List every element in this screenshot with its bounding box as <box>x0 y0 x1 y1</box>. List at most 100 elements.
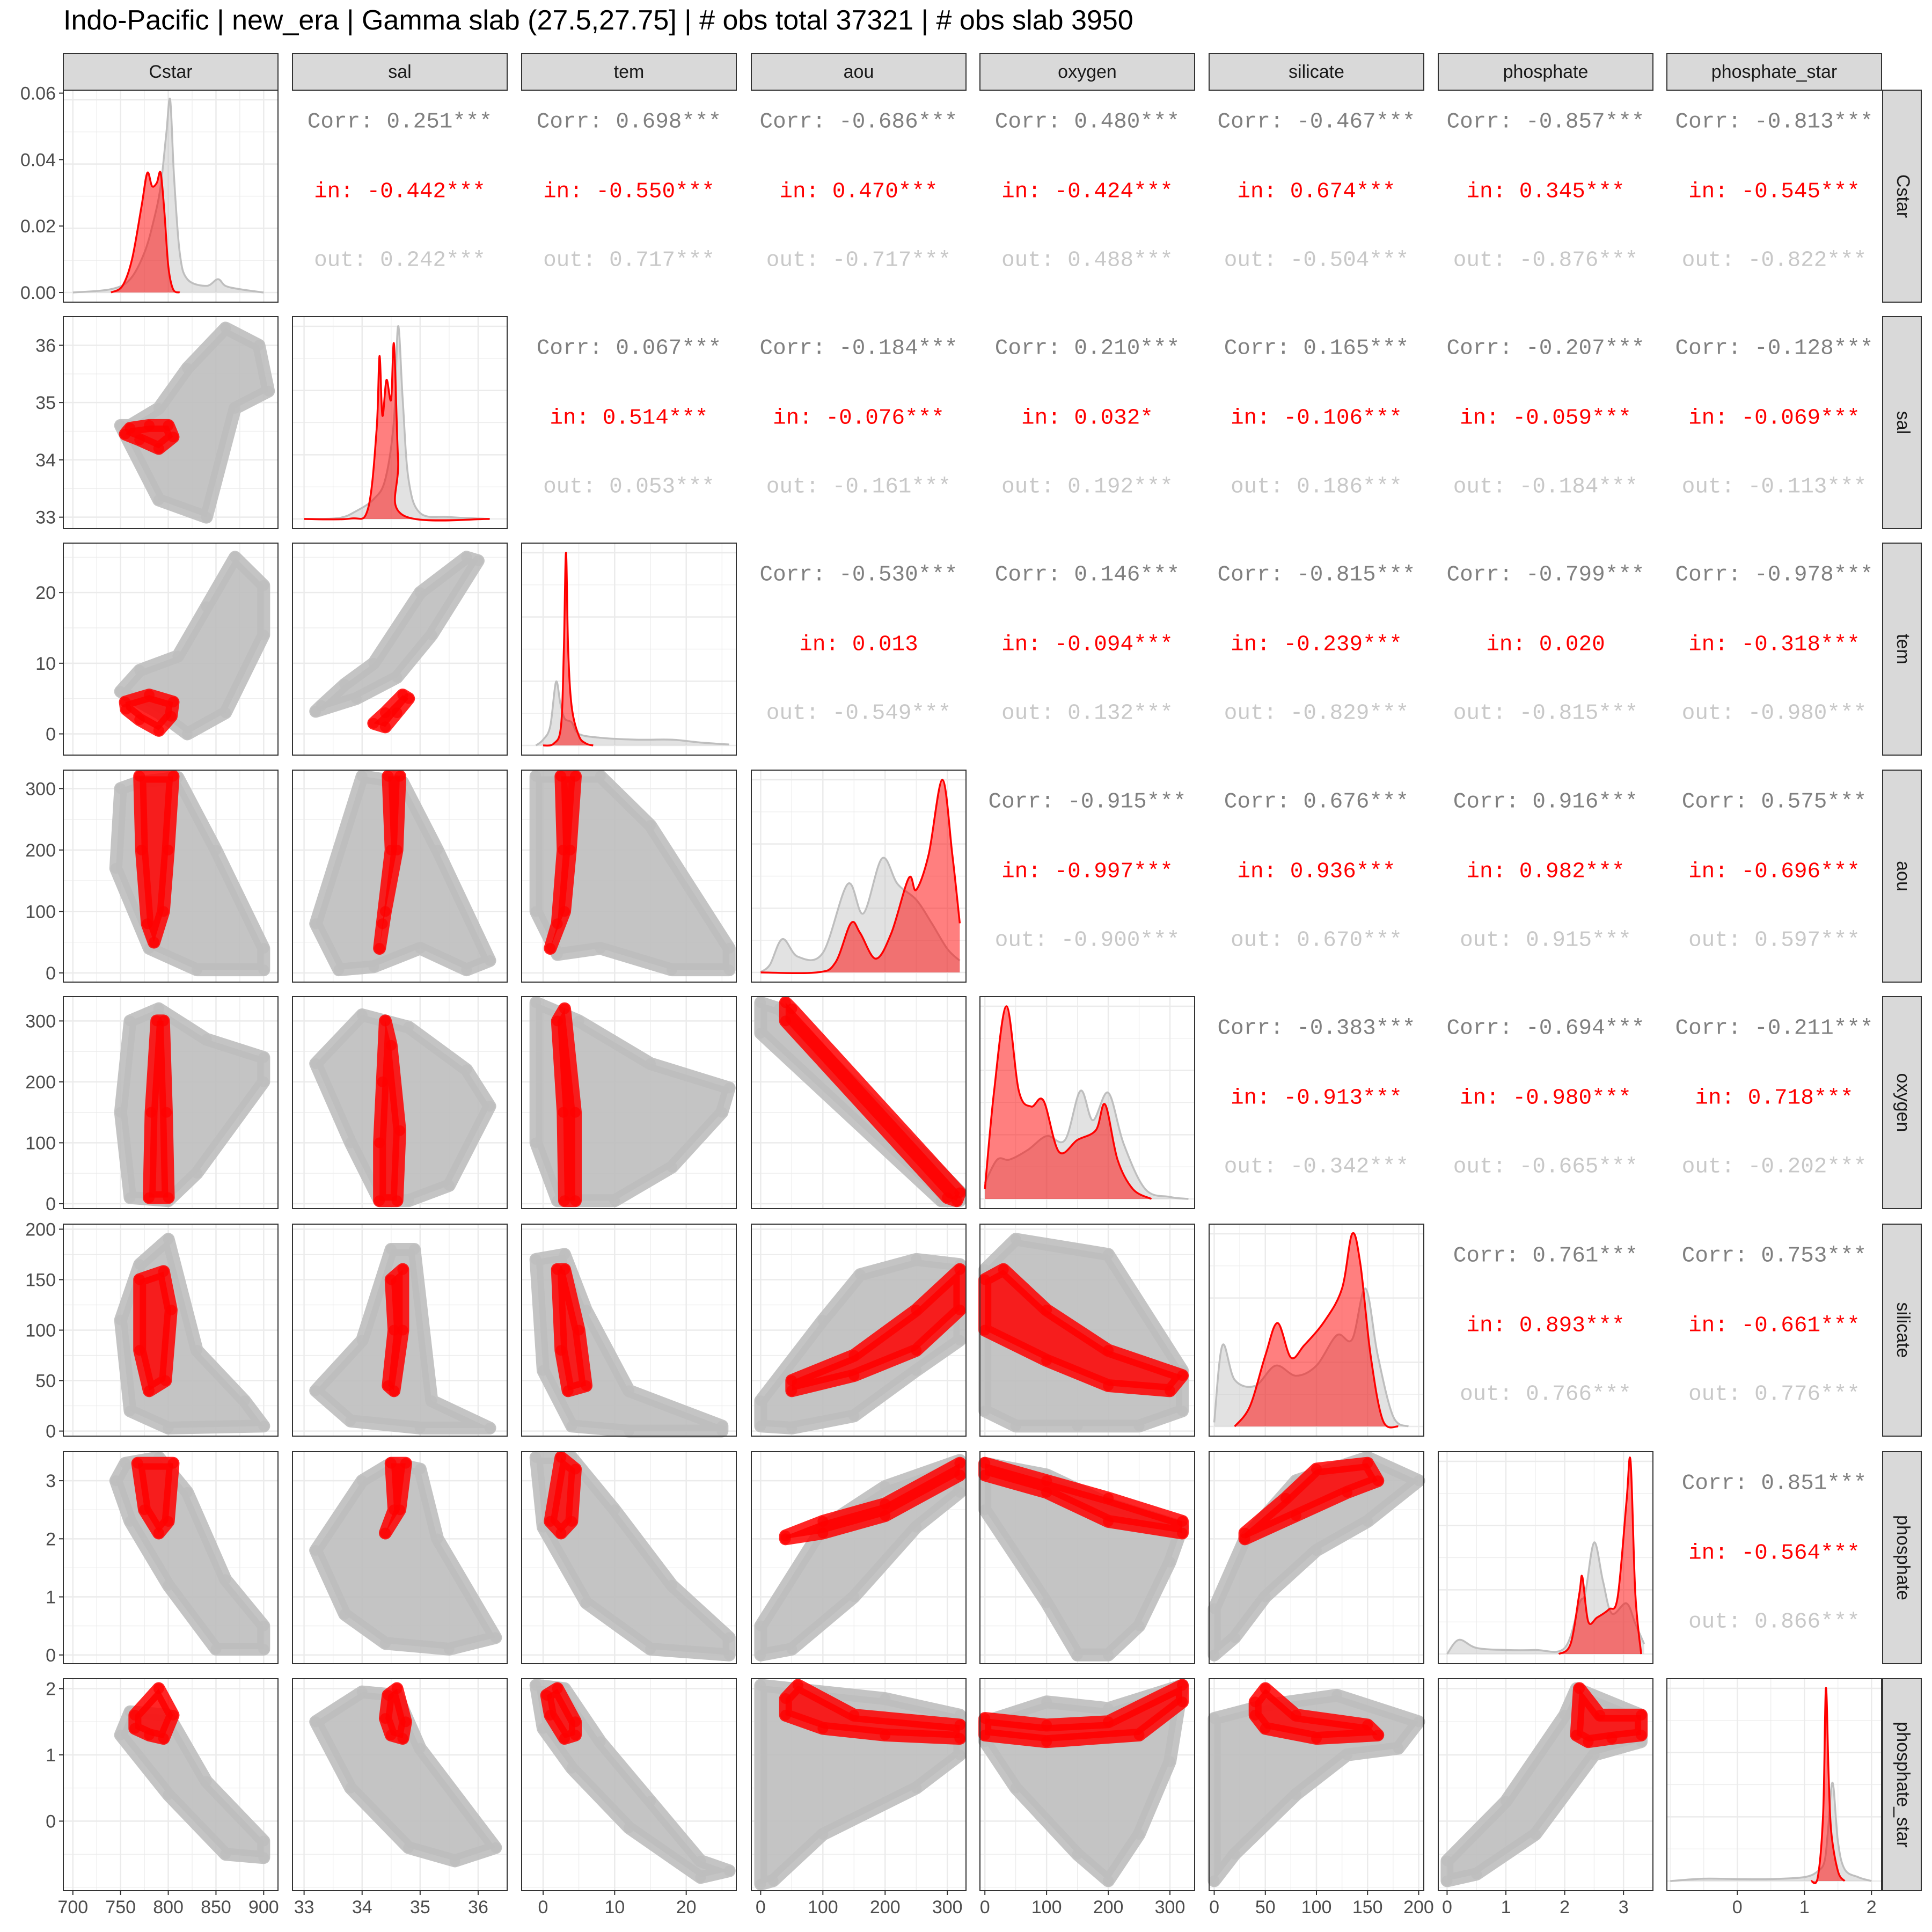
scatter-point-out <box>258 1852 269 1863</box>
scatter-point-out <box>258 1643 269 1655</box>
scatter-point-in <box>1103 1516 1114 1527</box>
scatter-point-out <box>120 1458 131 1469</box>
scatter-point-out <box>1393 1743 1404 1754</box>
x-tick-label-Cstar: 850 <box>201 1897 231 1918</box>
scatter-point-out <box>110 1475 121 1487</box>
x-tick-label-phosphate_star: 0 <box>1732 1897 1743 1918</box>
scatter-point-out <box>356 771 368 782</box>
scatter-point-in <box>160 1375 171 1386</box>
scatter-point-in <box>848 1350 860 1361</box>
x-tick-label-phosphate: 1 <box>1501 1897 1511 1918</box>
panel-oxygen-silicate: Corr: -0.383*** in: -0.913*** out: -0.342*… <box>1217 1016 1415 1180</box>
strip-top-label-Cstar: Cstar <box>149 62 192 82</box>
scatter-point-out <box>258 630 269 641</box>
scatter-point-out <box>201 1776 212 1787</box>
panel-phosphate_star-phosphate_star <box>1666 1678 1882 1891</box>
panel-aou-silicate: Corr: 0.676*** in: 0.936*** out: 0.670*** <box>1224 790 1409 953</box>
y-tick-label-silicate: 100 <box>25 1321 56 1341</box>
scatter-point-out <box>911 1521 922 1533</box>
strip-top-label-phosphate: phosphate <box>1503 62 1589 82</box>
panel-silicate-oxygen <box>978 1224 1195 1437</box>
scatter-point-in <box>570 1195 581 1206</box>
scatter-point-in <box>573 1324 584 1336</box>
scatter-point-in <box>144 1192 155 1203</box>
scatter-point-in <box>559 1003 570 1014</box>
panel-sal-aou: Corr: -0.184*** in: -0.076*** out: -0.161*… <box>759 336 957 500</box>
scatter-point-out <box>449 1855 460 1867</box>
corr-out: out: 0.053*** <box>543 475 715 500</box>
corr-out: out: 0.242*** <box>314 248 486 273</box>
scatter-point-out <box>695 1855 706 1867</box>
scatter-point-in <box>161 1107 172 1118</box>
scatter-point-out <box>1209 1649 1220 1660</box>
strip-top-aou <box>751 53 967 91</box>
scatter-point-in <box>134 771 145 782</box>
corr-in: in: 0.514*** <box>550 406 708 431</box>
scatter-point-in <box>368 718 379 729</box>
scatter-point-out <box>163 1789 174 1801</box>
scatter-point-in <box>385 1274 397 1285</box>
corr-in: in: -0.106*** <box>1231 406 1402 431</box>
scatter-point-in <box>954 1469 965 1481</box>
scatter-point-out <box>911 1254 922 1265</box>
panel-oxygen-sal <box>292 996 508 1209</box>
panel-border <box>1438 1451 1653 1664</box>
panel-phosphate-tem <box>521 1451 737 1664</box>
scatter-point-out <box>115 1107 126 1118</box>
scatter-point-out <box>191 964 202 976</box>
scatter-point-in <box>403 693 414 704</box>
scatter-point-in <box>566 1516 577 1527</box>
scatter-point-in <box>158 906 169 917</box>
corr-in: in: 0.345*** <box>1466 180 1624 204</box>
scatter-cloud-in <box>373 770 406 955</box>
scatter-point-in <box>374 1137 385 1148</box>
y-tick-label-oxygen: 200 <box>25 1072 56 1093</box>
scatter-point-out <box>163 1579 174 1591</box>
corr-out: out: -0.549*** <box>766 701 951 726</box>
scatter-point-out <box>624 1822 634 1833</box>
scatter-point-out <box>1559 1709 1570 1721</box>
scatter-point-in <box>1260 1723 1271 1734</box>
scatter-point-in <box>1280 1492 1291 1504</box>
scatter-point-out <box>1133 1421 1145 1432</box>
scatter-point-in <box>385 1458 397 1469</box>
scatter-point-out <box>1165 1556 1176 1568</box>
panel-sal-tem: Corr: 0.067*** in: 0.514*** out: 0.053*** <box>537 336 721 500</box>
scatter-point-out <box>854 1269 866 1280</box>
panel-phosphate_star-silicate <box>1208 1678 1425 1891</box>
scatter-point-out <box>403 1195 414 1206</box>
scatter-point-out <box>153 1003 164 1014</box>
density-line-in <box>1558 1457 1642 1655</box>
panel-border <box>292 316 508 529</box>
corr-out: out: 0.776*** <box>1688 1382 1860 1407</box>
scatter-point-in <box>1372 1729 1384 1740</box>
scatter-point-in <box>397 1264 408 1275</box>
corr-out: out: -0.184*** <box>1453 475 1638 500</box>
corr-out: out: 0.186*** <box>1231 475 1402 500</box>
panel-aou-Cstar <box>63 770 279 983</box>
density-area-in <box>1234 1233 1399 1428</box>
panel-border <box>1209 1451 1424 1664</box>
panel-border <box>751 1451 967 1664</box>
scatter-point-out <box>210 844 222 855</box>
scatter-point-in <box>1636 1709 1647 1721</box>
scatter-point-in <box>391 1195 402 1206</box>
panel-silicate-sal <box>292 1224 508 1437</box>
scatter-point-out <box>134 665 145 676</box>
scatter-point-out <box>667 1579 677 1591</box>
scatter-point-in <box>153 443 164 454</box>
strip-right-label-silicate: silicate <box>1893 1302 1913 1358</box>
scatter-point-out <box>595 943 606 954</box>
scatter-point-out <box>645 1643 656 1655</box>
x-tick-label-tem: 10 <box>604 1897 625 1918</box>
panel-Cstar-phosphate: Corr: -0.857*** in: 0.345*** out: -0.876**… <box>1446 110 1644 273</box>
strip-right-label-aou: aou <box>1893 861 1913 891</box>
x-tick-label-sal: 36 <box>468 1897 488 1918</box>
panel-border <box>751 996 967 1209</box>
scatter-point-out <box>316 700 327 711</box>
scatter-point-out <box>220 1574 231 1585</box>
scatter-point-in <box>1290 1510 1301 1521</box>
scatter-point-out <box>182 1487 193 1498</box>
strip-top-phosphate_star <box>1666 53 1882 91</box>
scatter-point-out <box>530 906 541 917</box>
